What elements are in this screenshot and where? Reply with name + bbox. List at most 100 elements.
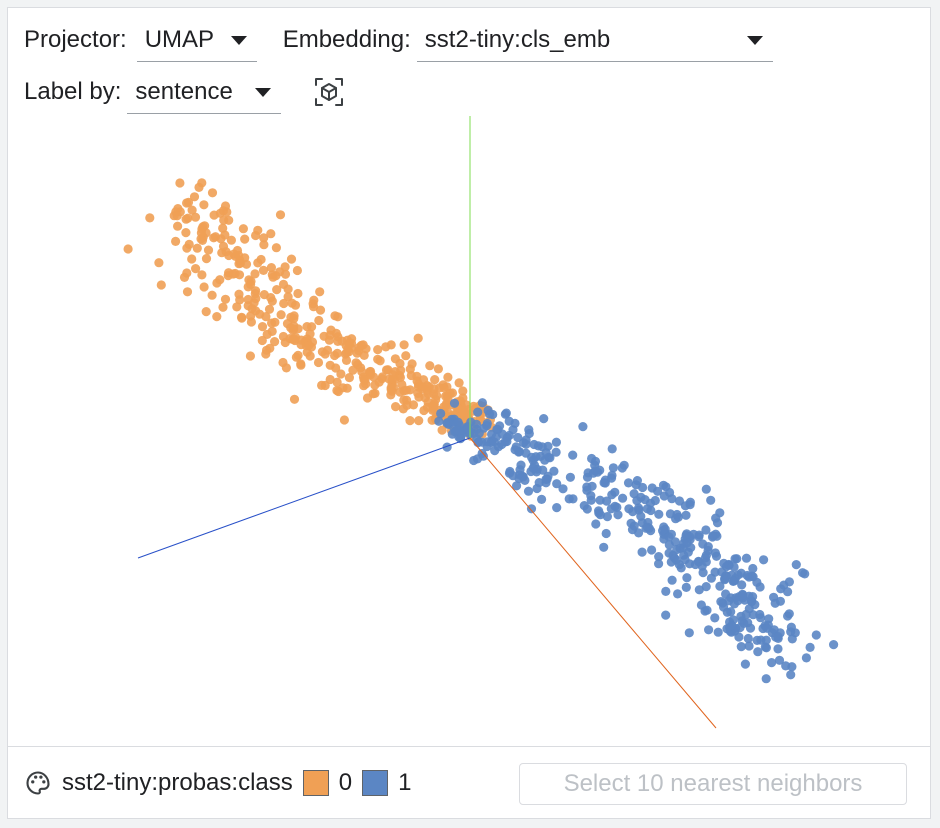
scatter-point-class-1[interactable] [748,563,758,574]
scatter-point-class-0[interactable] [173,221,183,231]
scatter-point-class-1[interactable] [618,493,628,503]
scatter-point-class-0[interactable] [396,365,406,375]
scatter-point-class-1[interactable] [537,494,547,504]
scatter-point-class-0[interactable] [447,388,458,398]
scatter-point-class-1[interactable] [681,582,691,592]
scatter-point-class-1[interactable] [701,582,711,592]
scatter-point-class-0[interactable] [291,332,301,342]
scatter-point-class-1[interactable] [744,641,754,651]
scatter-point-class-1[interactable] [607,490,617,500]
scatter-point-class-1[interactable] [613,510,623,520]
scatter-point-class-1[interactable] [682,538,692,548]
scatter-point-class-0[interactable] [189,192,200,202]
scatter-point-class-1[interactable] [501,408,511,418]
scatter-point-class-0[interactable] [395,387,405,397]
scatter-point-class-0[interactable] [259,240,269,250]
scatter-point-class-0[interactable] [258,265,269,275]
scatter-point-class-0[interactable] [200,221,210,231]
scatter-point-class-1[interactable] [786,670,796,680]
scatter-point-class-1[interactable] [473,437,483,448]
scatter-point-class-1[interactable] [676,563,686,573]
scatter-point-class-0[interactable] [123,244,133,254]
scatter-point-class-1[interactable] [524,425,534,435]
scatter-point-class-0[interactable] [268,272,278,282]
scatter-point-class-0[interactable] [330,350,340,361]
select-nearest-neighbors-button[interactable]: Select 10 nearest neighbors [519,763,907,805]
scatter-point-class-0[interactable] [289,313,299,324]
scatter-point-class-1[interactable] [732,554,742,564]
scatter-point-class-0[interactable] [179,272,190,282]
scatter-point-class-1[interactable] [638,482,648,493]
scatter-point-class-1[interactable] [629,489,639,499]
scatter-point-class-1[interactable] [477,398,487,408]
scatter-point-class-1[interactable] [801,653,812,663]
scatter-point-class-1[interactable] [710,548,721,558]
scatter-point-class-0[interactable] [270,337,280,347]
scatter-point-class-0[interactable] [430,375,440,385]
scatter-point-class-0[interactable] [429,399,439,409]
scatter-point-class-0[interactable] [183,197,194,207]
scatter-point-class-0[interactable] [224,250,234,261]
scatter-point-class-1[interactable] [636,511,646,521]
scatter-point-class-0[interactable] [414,416,424,426]
scatter-point-class-0[interactable] [175,178,185,188]
scatter-point-class-0[interactable] [207,290,217,300]
scatter-point-class-1[interactable] [728,576,738,586]
scatter-point-class-1[interactable] [770,598,780,608]
scatter-point-class-0[interactable] [407,359,417,369]
scatter-point-class-0[interactable] [280,262,290,272]
scatter-point-class-1[interactable] [599,542,609,552]
scatter-point-class-1[interactable] [787,634,797,644]
scatter-point-class-0[interactable] [302,347,312,357]
scatter-point-class-1[interactable] [673,589,683,599]
scatter-point-class-0[interactable] [391,402,401,412]
scatter-point-class-1[interactable] [641,523,651,533]
scatter-point-class-0[interactable] [257,335,267,346]
scatter-point-class-1[interactable] [497,439,507,450]
scatter-point-class-1[interactable] [471,419,481,429]
scatter-point-class-1[interactable] [811,630,821,640]
scatter-point-class-1[interactable] [700,553,711,563]
scatter-point-class-0[interactable] [267,326,277,336]
scatter-point-class-1[interactable] [681,510,691,520]
scatter-point-class-1[interactable] [634,528,644,538]
scatter-point-class-0[interactable] [154,258,164,268]
scatter-point-class-0[interactable] [361,344,371,354]
scatter-point-class-1[interactable] [552,479,562,489]
scatter-point-class-0[interactable] [191,264,201,274]
scatter-point-class-0[interactable] [240,234,250,244]
scatter-point-class-0[interactable] [320,349,330,359]
scatter-point-class-0[interactable] [377,372,387,382]
scatter-point-class-1[interactable] [783,611,793,621]
scatter-point-class-1[interactable] [491,432,501,442]
embedding-select[interactable]: sst2-tiny:cls_emb [416,18,773,62]
label-by-select[interactable]: sentence [127,70,282,114]
scatter-point-class-0[interactable] [333,386,343,397]
scatter-point-class-0[interactable] [332,377,342,387]
scatter-point-class-0[interactable] [219,215,229,225]
scatter-point-class-1[interactable] [636,492,646,502]
scatter-point-class-1[interactable] [735,623,745,633]
scatter-point-class-0[interactable] [290,300,301,310]
reset-view-button[interactable] [309,72,349,112]
scatter-point-class-0[interactable] [399,395,409,405]
scatter-point-class-1[interactable] [527,452,537,462]
scatter-point-class-1[interactable] [513,432,523,443]
scatter-point-class-1[interactable] [529,439,539,450]
scatter-point-class-0[interactable] [333,336,343,346]
scatter-point-class-0[interactable] [370,380,380,390]
scatter-point-class-0[interactable] [341,355,352,365]
scatter-point-class-1[interactable] [568,450,578,460]
scatter-point-class-1[interactable] [707,532,718,542]
scatter-point-class-0[interactable] [253,258,263,268]
scatter-point-class-0[interactable] [405,416,415,426]
scatter-point-class-1[interactable] [742,570,752,581]
projection-canvas[interactable] [8,116,932,746]
scatter-point-class-0[interactable] [197,235,208,245]
scatter-point-class-0[interactable] [218,302,228,312]
scatter-point-class-1[interactable] [482,441,492,452]
scatter-point-class-0[interactable] [309,295,319,305]
scatter-point-class-1[interactable] [434,416,444,426]
scatter-point-class-1[interactable] [719,602,729,612]
scatter-point-class-0[interactable] [250,269,260,279]
